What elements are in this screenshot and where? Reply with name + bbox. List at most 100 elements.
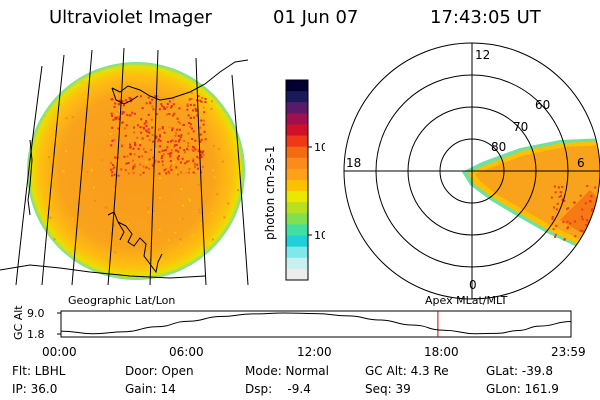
aurora-speckle	[188, 171, 190, 174]
aurora-speckle	[113, 105, 116, 108]
polar-speckle	[558, 196, 561, 198]
aurora-speckle	[161, 126, 164, 128]
disk-speckle	[217, 216, 220, 218]
disk-speckle	[71, 116, 74, 119]
aurora-speckle	[193, 146, 196, 149]
aurora-speckle	[181, 124, 184, 126]
aurora-speckle	[186, 104, 189, 107]
disk-speckle	[65, 117, 68, 120]
aurora-speckle	[118, 99, 121, 102]
aurora-speckle	[172, 97, 175, 100]
aurora-speckle	[177, 120, 180, 123]
aurora-speckle	[121, 112, 124, 115]
left-panel-caption: Geographic Lat/Lon	[68, 294, 176, 307]
aurora-speckle	[176, 117, 179, 120]
disk-speckle	[206, 246, 209, 249]
disk-speckle	[216, 215, 219, 218]
disk-speckle	[211, 100, 214, 103]
aurora-speckle	[127, 162, 130, 164]
disk-speckle	[180, 218, 183, 221]
polar-speckle	[566, 207, 569, 210]
disk-speckle	[122, 267, 125, 270]
disk-speckle	[40, 148, 43, 151]
disk-speckle	[104, 206, 107, 209]
disk-speckle	[151, 123, 154, 126]
aurora-speckle	[172, 114, 175, 117]
polar-speckle	[561, 185, 564, 188]
disk-speckle	[100, 159, 103, 162]
aurora-speckle	[199, 140, 202, 143]
aurora-speckle	[188, 98, 191, 101]
colorbar-segment	[286, 91, 308, 103]
glon-value: GLon: 161.9	[486, 382, 559, 396]
aurora-speckle	[188, 122, 191, 124]
aurora-speckle	[167, 170, 170, 173]
disk-speckle	[215, 98, 218, 101]
aurora-speckle	[161, 105, 164, 108]
colorbar-tick-100: 100	[314, 141, 325, 154]
polar-speckle	[553, 206, 556, 209]
colorbar-segment	[286, 202, 308, 214]
aurora-speckle	[110, 161, 113, 164]
disk-speckle	[86, 171, 89, 174]
aurora-speckle	[204, 98, 207, 100]
aurora-speckle	[163, 107, 166, 110]
disk-speckle	[178, 254, 181, 257]
disk-speckle	[230, 243, 233, 245]
aurora-speckle	[169, 155, 172, 158]
aurora-speckle	[166, 106, 169, 108]
time-label: 17:43:05 UT	[430, 7, 541, 28]
disk-speckle	[216, 193, 219, 196]
aurora-speckle	[177, 173, 180, 176]
aurora-speckle	[162, 163, 164, 166]
polar-speckle	[567, 226, 569, 229]
colorbar-segment	[286, 124, 308, 137]
aurora-speckle	[157, 140, 159, 143]
aurora-speckle	[171, 149, 173, 152]
aurora-speckle	[120, 144, 123, 147]
polar-speckle	[558, 186, 560, 189]
disk-speckle	[202, 106, 205, 109]
aurora-speckle	[170, 106, 173, 109]
aurora-speckle	[189, 123, 192, 126]
aurora-speckle	[152, 164, 155, 167]
aurora-speckle	[204, 101, 207, 103]
dsp-value: Dsp: -9.4	[245, 382, 311, 396]
polar-speckle	[579, 194, 582, 197]
disk-speckle	[194, 172, 197, 175]
aurora-speckle	[191, 148, 194, 151]
disk-speckle	[206, 83, 209, 86]
aurora-speckle	[178, 155, 180, 157]
aurora-speckle	[167, 140, 169, 143]
lat-label-70: 70	[513, 120, 528, 134]
polar-speckle	[552, 228, 555, 231]
aurora-speckle	[121, 111, 124, 114]
ytick-label-1.8: 1.8	[27, 328, 45, 341]
aurora-speckle	[186, 147, 189, 150]
aurora-speckle	[194, 139, 197, 142]
polar-speckle	[574, 235, 577, 238]
aurora-speckle	[163, 169, 166, 172]
aurora-speckle	[199, 126, 202, 129]
aurora-speckle	[111, 114, 113, 117]
disk-speckle	[56, 89, 59, 92]
disk-speckle	[180, 188, 183, 190]
aurora-speckle	[132, 165, 135, 168]
polar-speckle	[594, 186, 597, 189]
disk-speckle	[218, 148, 221, 151]
aurora-speckle	[183, 149, 186, 152]
disk-speckle	[172, 83, 175, 86]
aurora-speckle	[124, 99, 127, 102]
aurora-speckle	[138, 155, 141, 158]
colorbar-segment	[286, 168, 308, 181]
disk-speckle	[153, 209, 156, 212]
colorbar-segment	[286, 257, 308, 270]
aurora-speckle	[148, 131, 151, 134]
disk-speckle	[186, 150, 189, 153]
polar-speckle	[551, 217, 554, 220]
date-label: 01 Jun 07	[273, 7, 359, 28]
aurora-speckle	[187, 132, 190, 135]
aurora-speckle	[170, 105, 173, 107]
xtick-label-2359: 23:59	[551, 345, 586, 359]
xtick-label-0600: 06:00	[169, 345, 204, 359]
